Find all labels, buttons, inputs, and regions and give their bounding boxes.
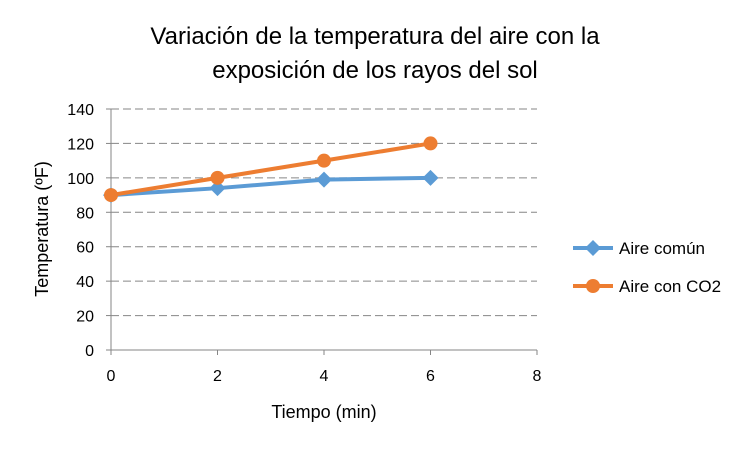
series-line-1 [110,141,431,198]
data-point [210,170,225,185]
y-tick-label: 120 [67,136,94,153]
data-point [104,188,118,203]
data-point [423,136,438,151]
legend-label: Aire común [619,239,705,258]
data-point [317,153,331,168]
y-tick-label: 0 [85,343,94,360]
x-tick-label: 6 [426,368,435,385]
y-tick-label: 100 [67,171,94,188]
data-point [422,169,439,186]
y-tick-label: 140 [67,102,94,119]
x-tick-label: 8 [533,368,542,385]
y-tick-label: 40 [76,274,94,291]
y-axis-label: Temperatura (ºF) [32,161,52,297]
data-point [209,180,226,197]
series-line-0 [110,175,431,198]
data-point [316,171,332,188]
x-axis-label: Tiempo (min) [271,402,376,422]
chart-title-line-1: Variación de la temperatura del aire con… [150,23,600,50]
x-tick-label: 0 [107,368,116,385]
legend-marker [586,279,600,293]
y-tick-label: 20 [76,309,94,326]
legend-marker [585,240,601,256]
chart-title-line-2: exposición de los rayos del sol [212,57,538,84]
legend-label: Aire con CO2 [619,277,721,296]
y-tick-label: 60 [76,240,94,257]
y-tick-label: 80 [76,205,94,222]
x-tick-label: 4 [320,368,329,385]
x-tick-label: 2 [213,368,222,385]
